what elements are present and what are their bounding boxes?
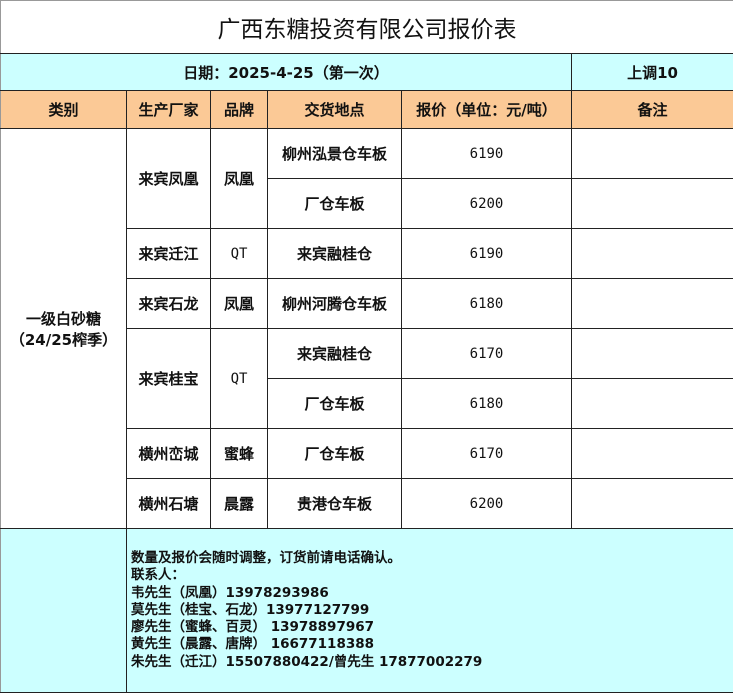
note-line: 联系人： — [131, 567, 185, 584]
brand-cell: 凤凰 — [210, 128, 268, 229]
location-cell: 柳州泓景仓车板 — [267, 128, 402, 179]
page-title: 广西东糖投资有限公司报价表 — [0, 0, 733, 54]
contact-line: 廖先生（蜜蜂、百灵） 13978897967 — [131, 619, 375, 636]
location-cell: 贵港仓车板 — [267, 478, 402, 529]
manufacturer-cell: 来宾凤凰 — [126, 128, 211, 229]
contact-line: 莫先生（桂宝、石龙）13977127799 — [131, 601, 370, 618]
remark-cell — [571, 228, 733, 279]
remark-cell — [571, 378, 733, 429]
price-cell: 6180 — [401, 278, 572, 329]
contact-line: 朱先生（迁江）15507880422/曾先生 17877002279 — [131, 653, 483, 670]
footer-empty-cell — [0, 528, 127, 693]
adjustment-label: 上调10 — [571, 53, 733, 91]
brand-cell: QT — [210, 328, 268, 429]
price-cell: 6170 — [401, 428, 572, 479]
remark-cell — [571, 178, 733, 229]
location-cell: 厂仓车板 — [267, 428, 402, 479]
header-brand: 品牌 — [210, 90, 268, 129]
date-label: 日期：2025-4-25（第一次） — [0, 53, 572, 91]
note-line: 数量及报价会随时调整，订货前请电话确认。 — [131, 549, 401, 566]
location-cell: 厂仓车板 — [267, 178, 402, 229]
contact-line: 黄先生（晨露、唐牌） 16677118388 — [131, 636, 375, 653]
brand-cell: 蜜蜂 — [210, 428, 268, 479]
remark-cell — [571, 278, 733, 329]
header-manufacturer: 生产厂家 — [126, 90, 211, 129]
header-remark: 备注 — [571, 90, 733, 129]
price-cell: 6190 — [401, 228, 572, 279]
category-name: 一级白砂糖 — [25, 309, 101, 328]
price-cell: 6170 — [401, 328, 572, 379]
location-cell: 厂仓车板 — [267, 378, 402, 429]
contact-line: 韦先生（凤凰）13978293986 — [131, 584, 329, 601]
brand-cell: QT — [210, 228, 268, 279]
remark-cell — [571, 128, 733, 179]
remark-cell — [571, 328, 733, 379]
location-cell: 来宾融桂仓 — [267, 228, 402, 279]
notes-cell: 数量及报价会随时调整，订货前请电话确认。 联系人： 韦先生（凤凰）1397829… — [126, 528, 733, 693]
manufacturer-cell: 来宾石龙 — [126, 278, 211, 329]
table-row: 厂仓车板 6200 — [1, 178, 733, 229]
header-price: 报价（单位：元/吨） — [401, 90, 572, 129]
remark-cell — [571, 428, 733, 479]
remark-cell — [571, 478, 733, 529]
price-cell: 6180 — [401, 378, 572, 429]
manufacturer-cell: 横州峦城 — [126, 428, 211, 479]
manufacturer-cell: 来宾迁江 — [126, 228, 211, 279]
header-category: 类别 — [0, 90, 127, 129]
header-location: 交货地点 — [267, 90, 402, 129]
table-row: 一级白砂糖 （24/25榨季） 来宾凤凰 凤凰 柳州泓景仓车板 6190 — [0, 128, 733, 529]
price-cell: 6190 — [401, 128, 572, 179]
brand-cell: 晨露 — [210, 478, 268, 529]
brand-cell: 凤凰 — [210, 278, 268, 329]
table-row: 厂仓车板 6180 — [1, 378, 733, 429]
price-cell: 6200 — [401, 178, 572, 229]
table-row: 来宾石龙 凤凰 柳州河腾仓车板 6180 — [1, 278, 733, 329]
price-cell: 6200 — [401, 478, 572, 529]
table-row: 来宾迁江 QT 来宾融桂仓 6190 — [1, 228, 733, 279]
location-cell: 柳州河腾仓车板 — [267, 278, 402, 329]
manufacturer-cell: 横州石塘 — [126, 478, 211, 529]
manufacturer-cell: 来宾桂宝 — [126, 328, 211, 429]
category-season: （24/25榨季） — [9, 330, 118, 349]
table-row: 来宾桂宝 QT 来宾融桂仓 6170 — [1, 328, 733, 429]
location-cell: 来宾融桂仓 — [267, 328, 402, 379]
category-cell: 一级白砂糖 （24/25榨季） — [0, 128, 127, 529]
